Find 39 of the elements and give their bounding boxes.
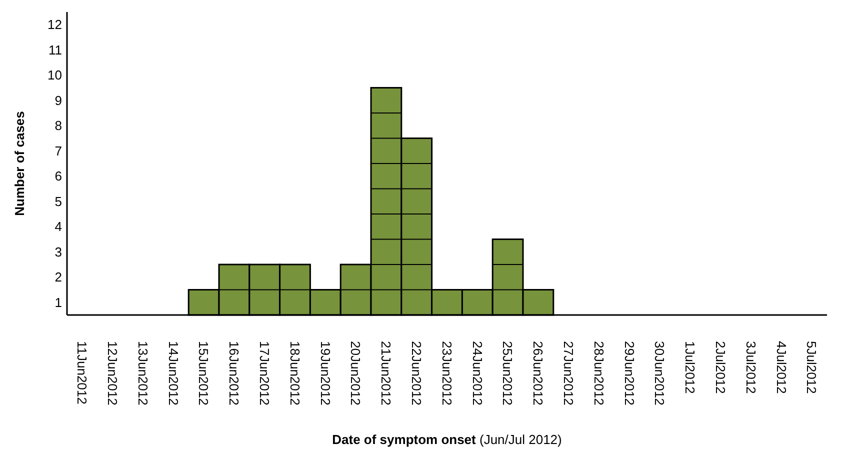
x-tick-label: 5Jul2012 (804, 341, 820, 394)
y-axis-title: Number of cases (12, 111, 27, 216)
y-tick-label: 1 (54, 294, 62, 310)
x-tick-label: 23Jun2012 (439, 341, 454, 406)
y-tick-label: 9 (54, 92, 62, 108)
y-tick-label: 6 (54, 168, 62, 184)
x-tick-label: 27Jun2012 (561, 341, 576, 406)
x-tick-label: 1Jul2012 (682, 341, 698, 394)
x-tick-label: 17Jun2012 (257, 341, 272, 406)
x-tick-label: 18Jun2012 (287, 341, 302, 406)
x-tick-label: 21Jun2012 (378, 341, 394, 406)
x-tick-label: 22Jun2012 (409, 341, 424, 406)
x-tick-label: 4Jul2012 (774, 341, 789, 394)
y-tick-label: 3 (54, 244, 62, 260)
y-tick-label: 7 (54, 143, 62, 158)
y-tick-label: 12 (48, 17, 62, 32)
x-axis-title: Date of symptom onset (Jun/Jul 2012) (332, 432, 562, 447)
x-tick-label: 26Jun2012 (530, 341, 546, 406)
x-tick-label: 30Jun2012 (652, 341, 668, 406)
x-tick-label: 13Jun2012 (135, 341, 150, 406)
x-tick-label: 11Jun2012 (74, 341, 90, 404)
y-tick-label: 11 (48, 42, 62, 58)
x-tick-label: 24Jun2012 (470, 341, 485, 406)
y-tick-label: 5 (54, 194, 62, 209)
x-tick-label: 19Jun2012 (318, 341, 333, 406)
y-tick-label: 8 (54, 118, 62, 134)
x-tick-label: 25Jun2012 (500, 341, 516, 406)
x-tick-label: 29Jun2012 (622, 341, 637, 406)
y-tick-label: 4 (54, 219, 62, 234)
x-tick-label: 12Jun2012 (105, 341, 120, 406)
x-tick-label: 14Jun2012 (166, 341, 181, 406)
y-tick-label: 2 (54, 270, 62, 285)
x-tick-label: 15Jun2012 (196, 341, 212, 406)
x-tick-label: 16Jun2012 (226, 341, 242, 406)
x-tick-label: 3Jul2012 (743, 341, 758, 394)
y-tick-label: 10 (48, 68, 62, 83)
x-tick-label: 20Jun2012 (348, 341, 364, 406)
x-tick-label: 28Jun2012 (591, 341, 606, 406)
x-tick-label: 2Jul2012 (713, 341, 728, 394)
